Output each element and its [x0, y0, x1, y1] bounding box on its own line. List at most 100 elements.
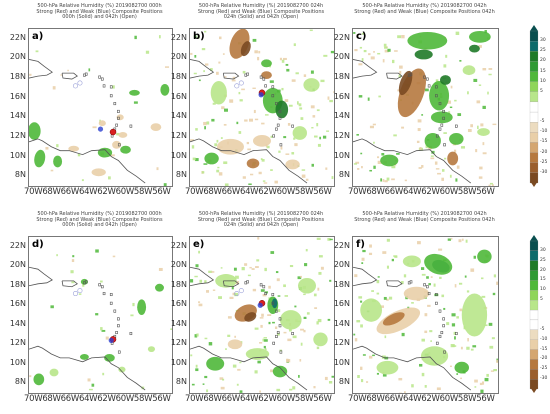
humidity-speckle: [384, 49, 389, 53]
humidity-speckle: [309, 29, 313, 32]
humidity-speckle: [300, 117, 304, 120]
humidity-speckle: [449, 174, 452, 178]
hispaniola-outline: [29, 59, 53, 79]
humidity-speckle: [67, 69, 69, 72]
humidity-speckle: [470, 348, 474, 351]
humidity-speckle: [387, 48, 391, 52]
humidity-speckle: [285, 63, 289, 66]
humidity-speckle: [259, 390, 261, 393]
humidity-speckle: [473, 255, 476, 259]
humidity-speckle: [50, 305, 54, 309]
lat-tick-label: 14N: [333, 111, 350, 121]
island-outline: [440, 331, 444, 335]
humidity-speckle: [287, 122, 291, 126]
humidity-speckle: [112, 255, 116, 258]
island-outline: [272, 341, 275, 345]
humidity-speckle: [263, 182, 268, 184]
panel-title-f: 500-hPa Relative Humidity (%) 2019082700…: [346, 211, 503, 223]
lat-tick-label: 10N: [9, 150, 26, 160]
humidity-speckle: [263, 337, 267, 339]
humidity-speckle: [358, 296, 363, 299]
island-outline: [455, 124, 458, 128]
humidity-speckle: [211, 271, 215, 273]
humidity-anomaly-blob: [285, 159, 300, 170]
humidity-speckle: [370, 56, 375, 60]
humidity-speckle: [324, 376, 328, 381]
panel-title-line: 500-hPa Relative Humidity (%) 2019082700…: [198, 211, 324, 217]
island-outline: [278, 109, 282, 113]
island-outline: [435, 341, 439, 345]
island-outline: [117, 350, 121, 354]
humidity-speckle: [190, 139, 195, 142]
humidity-speckle: [208, 270, 213, 273]
island-outline: [117, 317, 120, 321]
humidity-speckle: [254, 327, 259, 330]
island-outline: [279, 143, 283, 147]
humidity-speckle: [265, 348, 267, 351]
humidity-speckle: [366, 381, 369, 383]
humidity-speckle: [392, 59, 395, 64]
humidity-speckle: [484, 377, 489, 382]
humidity-anomaly-blob: [210, 81, 227, 105]
panel-title-line: 500-hPa Relative Humidity (%) 2019082700…: [37, 3, 162, 9]
humidity-speckle: [239, 361, 242, 364]
humidity-anomaly-blob: [402, 255, 421, 268]
humidity-speckle: [326, 130, 330, 132]
humidity-speckle: [261, 122, 265, 125]
humidity-speckle: [199, 279, 203, 283]
humidity-speckle: [445, 54, 448, 58]
humidity-speckle: [357, 168, 360, 170]
humidity-anomaly-blob: [303, 78, 320, 92]
humidity-speckle: [29, 375, 32, 378]
humidity-speckle: [252, 288, 257, 292]
humidity-speckle: [361, 166, 363, 169]
humidity-speckle: [357, 375, 360, 379]
humidity-speckle: [274, 326, 278, 329]
hispaniola-outline: [29, 266, 53, 287]
island-outline: [291, 332, 294, 336]
humidity-speckle: [456, 373, 459, 375]
humidity-speckle: [289, 265, 294, 268]
humidity-speckle: [396, 152, 400, 155]
humidity-speckle: [475, 149, 478, 153]
lat-tick-label: 18N: [9, 72, 26, 82]
humidity-speckle: [467, 91, 469, 95]
map-panel-b: b): [189, 28, 335, 187]
humidity-speckle: [247, 274, 251, 277]
humidity-speckle: [191, 145, 195, 149]
humidity-speckle: [251, 268, 255, 270]
humidity-speckle: [478, 176, 483, 179]
humidity-speckle: [236, 383, 239, 386]
humidity-anomaly-blob: [79, 354, 89, 360]
south-america-coastline: [190, 345, 308, 391]
puerto-rico-outline: [222, 280, 240, 288]
humidity-anomaly-blob: [137, 299, 147, 315]
humidity-speckle: [192, 157, 196, 161]
humidity-speckle: [203, 163, 208, 165]
lat-tick-label: 12N: [170, 338, 187, 348]
humidity-speckle: [91, 383, 95, 387]
humidity-speckle: [482, 105, 486, 109]
humidity-speckle: [204, 30, 207, 33]
humidity-anomaly-blob: [313, 332, 328, 347]
humidity-speckle: [419, 363, 423, 367]
south-america-coastline: [29, 345, 146, 391]
humidity-speckle: [360, 379, 364, 383]
humidity-speckle: [451, 313, 456, 317]
lat-tick-label: 12N: [9, 130, 26, 140]
humidity-speckle: [322, 135, 327, 139]
island-outline: [426, 77, 429, 81]
humidity-speckle: [354, 49, 358, 52]
humidity-speckle: [105, 336, 109, 340]
humidity-speckle: [388, 296, 393, 300]
humidity-speckle: [482, 67, 487, 71]
humidity-speckle: [266, 145, 270, 149]
humidity-speckle: [196, 333, 199, 337]
humidity-speckle: [204, 280, 207, 284]
open-042h-position-marker: [234, 291, 240, 297]
panel-title-line: Strong (Red) and Weak (Blue) Composite P…: [354, 216, 495, 223]
humidity-speckle: [220, 267, 223, 269]
humidity-speckle: [358, 63, 363, 66]
lon-tick-labels: 70W68W66W64W62W60W58W56W: [24, 187, 171, 197]
humidity-speckle: [237, 368, 241, 371]
